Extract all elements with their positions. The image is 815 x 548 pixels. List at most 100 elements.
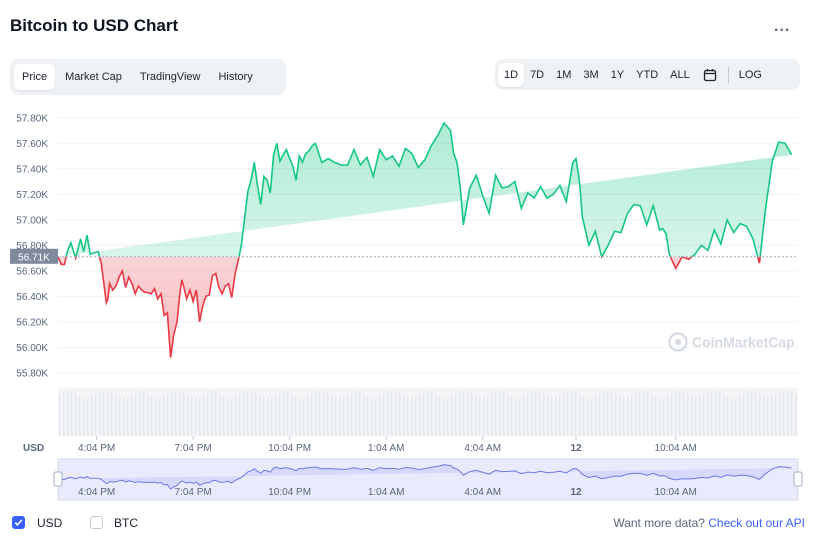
volume-bar	[467, 390, 469, 436]
y-tick-label: 57.60K	[16, 139, 48, 150]
range-all-button[interactable]: ALL	[670, 68, 690, 81]
volume-bars	[58, 388, 798, 436]
volume-bar	[287, 390, 289, 436]
volume-bar	[107, 390, 109, 436]
volume-bar	[387, 390, 389, 436]
volume-bar	[663, 397, 665, 436]
volume-bar	[659, 397, 661, 436]
volume-bar	[115, 395, 117, 436]
volume-bar	[291, 393, 293, 436]
volume-bar	[279, 391, 281, 436]
volume-bar	[247, 390, 249, 436]
volume-bar	[563, 393, 565, 436]
volume-bar	[715, 390, 717, 436]
tab-tradingview[interactable]: TradingView	[139, 71, 201, 83]
volume-bar	[83, 397, 85, 436]
navigator-tick-label: 4:04 PM	[78, 487, 115, 498]
range-1m-button[interactable]: 1M	[556, 68, 572, 81]
volume-bar	[507, 393, 509, 436]
volume-bar	[431, 390, 433, 436]
volume-bar	[651, 393, 653, 436]
btc-checkbox[interactable]	[90, 516, 103, 529]
navigator-handle-left[interactable]	[53, 471, 63, 487]
volume-bar	[683, 391, 685, 436]
tab-history[interactable]: History	[218, 71, 253, 83]
volume-bar	[463, 390, 465, 436]
x-tick-label: 10:04 AM	[655, 443, 697, 454]
volume-bar	[687, 393, 689, 436]
usd-checkbox[interactable]	[12, 516, 25, 529]
volume-bar	[471, 393, 473, 436]
volume-bar	[671, 392, 673, 436]
volume-bar	[379, 396, 381, 436]
volume-bar	[183, 392, 185, 436]
volume-bar	[251, 390, 253, 436]
volume-bar	[255, 392, 257, 436]
y-tick-label: 56.20K	[16, 317, 48, 328]
volume-bar	[75, 392, 77, 436]
volume-bar	[407, 397, 409, 436]
volume-bar	[451, 395, 453, 436]
volume-bar	[419, 393, 421, 436]
volume-bar	[275, 393, 277, 436]
volume-bar	[383, 393, 385, 436]
volume-bar	[447, 397, 449, 436]
volume-bar	[479, 397, 481, 436]
volume-bar	[187, 395, 189, 436]
volume-bar	[331, 395, 333, 436]
volume-bar	[631, 395, 633, 436]
volume-bar	[423, 390, 425, 436]
volume-bar	[503, 391, 505, 436]
navigator-tick-label: 7:04 PM	[175, 487, 212, 498]
price-chart[interactable]: 56.71K 57.80K 57.60K 57.40K 57.20K 57.00K 56.…	[0, 100, 815, 505]
volume-bar	[163, 396, 165, 436]
range-1y-button[interactable]: 1Y	[610, 68, 625, 81]
volume-bar	[79, 395, 81, 436]
chart-type-tabs: Price Market Cap TradingView History	[10, 59, 286, 95]
navigator-handle-right[interactable]	[793, 471, 803, 487]
volume-bar	[123, 397, 125, 436]
navigator-scrollbar[interactable]: 4:04 PM 7:04 PM 10:04 PM 1:04 AM 4:04 AM 12 10…	[53, 458, 803, 501]
volume-bar	[95, 393, 97, 436]
time-range-selector: 1D 7D 1M 3M 1Y YTD ALL LOG	[495, 59, 800, 90]
api-link[interactable]: Check out our API	[708, 516, 805, 530]
range-3m-button[interactable]: 3M	[583, 68, 599, 81]
y-tick-label: 57.40K	[16, 164, 48, 175]
coinmarketcap-watermark: CoinMarketCap	[668, 332, 795, 352]
volume-bar	[235, 396, 237, 436]
volume-bar	[59, 394, 61, 436]
range-ytd-button[interactable]: YTD	[636, 68, 659, 81]
volume-bar	[179, 390, 181, 436]
tab-market-cap[interactable]: Market Cap	[65, 71, 122, 83]
volume-bar	[391, 390, 393, 436]
volume-bar	[495, 390, 497, 436]
volume-bar	[559, 395, 561, 436]
navigator-tick-label: 10:04 AM	[655, 487, 697, 498]
volume-bar	[311, 393, 313, 436]
more-options-icon[interactable]: ...	[774, 18, 791, 35]
volume-bar	[623, 397, 625, 436]
log-scale-button[interactable]: LOG	[738, 68, 762, 81]
x-tick-label: 4:04 AM	[464, 443, 501, 454]
volume-bar	[191, 397, 193, 436]
range-1d-button[interactable]: 1D	[498, 62, 525, 87]
volume-bar	[635, 392, 637, 436]
volume-bar	[143, 390, 145, 436]
y-tick-label: 57.80K	[16, 113, 48, 124]
volume-bar	[299, 397, 301, 436]
volume-bar	[215, 390, 217, 436]
volume-bar	[99, 391, 101, 436]
volume-bar	[339, 397, 341, 436]
volume-bar	[615, 393, 617, 436]
range-7d-button[interactable]: 7D	[530, 68, 545, 81]
calendar-icon[interactable]	[696, 65, 724, 85]
volume-bar	[371, 397, 373, 436]
volume-bar	[647, 391, 649, 436]
tab-price[interactable]: Price	[14, 64, 56, 90]
volume-bar	[675, 390, 677, 436]
volume-bar	[639, 390, 641, 436]
volume-bar	[543, 393, 545, 436]
volume-bar	[295, 395, 297, 436]
volume-bar	[583, 396, 585, 436]
volume-bar	[595, 395, 597, 436]
